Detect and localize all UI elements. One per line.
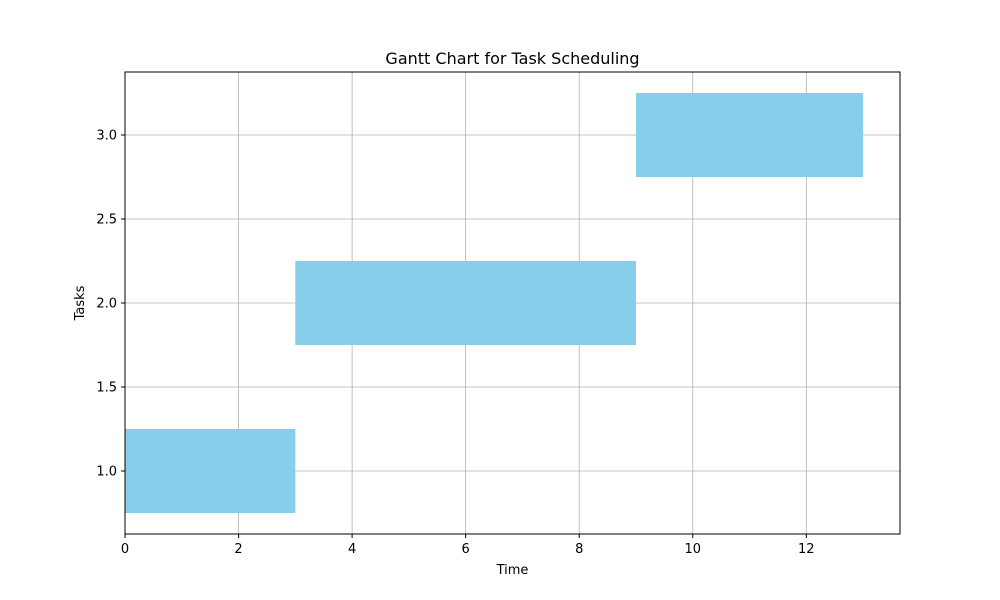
- x-tick-label: 10: [684, 542, 701, 557]
- x-tick-label: 0: [121, 542, 129, 557]
- y-tick-label: 1.5: [96, 381, 117, 396]
- x-tick-label: 12: [798, 542, 815, 557]
- y-axis-label: Tasks: [73, 285, 88, 321]
- y-axis-ticks: 1.0 1.5 2.0 2.5 3.0: [96, 129, 125, 480]
- y-tick-label: 3.0: [96, 129, 117, 144]
- task-bar-3: [635, 93, 864, 177]
- y-tick-label: 1.0: [96, 465, 117, 480]
- x-axis-label: Time: [496, 563, 529, 578]
- x-tick-label: 6: [462, 542, 470, 557]
- chart-title: Gantt Chart for Task Scheduling: [385, 49, 639, 68]
- y-tick-label: 2.5: [96, 213, 117, 228]
- x-axis-ticks: 0 2 4 6 8 10 12: [121, 534, 815, 557]
- task-bar-2: [295, 261, 636, 345]
- y-tick-label: 2.0: [96, 297, 117, 312]
- bar-layer: [125, 93, 864, 513]
- x-tick-label: 4: [348, 542, 356, 557]
- task-bar-1: [125, 429, 296, 513]
- x-tick-label: 2: [234, 542, 242, 557]
- x-tick-label: 8: [575, 542, 583, 557]
